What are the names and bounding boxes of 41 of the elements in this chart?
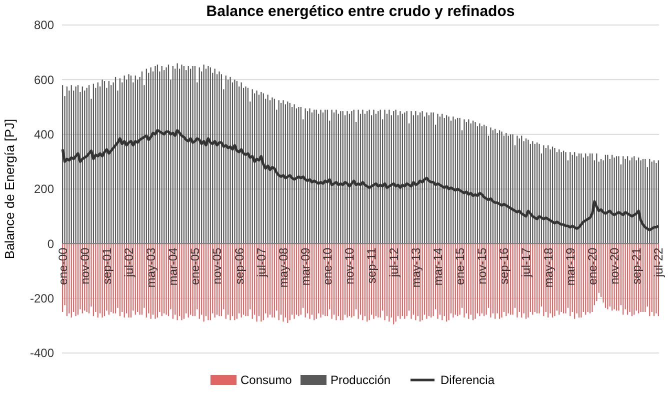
x-tick-label: jul-22 <box>652 247 666 278</box>
x-tick-label: sep-01 <box>100 247 114 284</box>
x-tick-label: jul-17 <box>519 247 534 278</box>
x-tick-label: may-03 <box>144 247 158 288</box>
y-axis-title: Balance de Energía [PJ] <box>2 118 17 260</box>
y-tick-label: -400 <box>30 346 54 360</box>
x-tick-label: sep-06 <box>232 247 246 284</box>
x-tick-label: sep-21 <box>630 247 644 284</box>
legend-label: Diferencia <box>440 373 495 387</box>
line-series <box>61 128 660 232</box>
legend-label: Consumo <box>240 373 292 387</box>
y-tick-label: -200 <box>30 292 54 306</box>
x-tick-label: ene-15 <box>453 247 468 286</box>
x-tick-label: mar-04 <box>166 247 180 286</box>
x-tick-label: sep-16 <box>497 247 512 284</box>
x-tick-label: may-13 <box>408 247 423 288</box>
x-tick-label: jul-07 <box>254 247 268 278</box>
x-tick-label: mar-09 <box>298 247 313 286</box>
x-tick-label: ene-00 <box>56 247 70 286</box>
x-tick-label: nov-00 <box>78 247 92 284</box>
x-tick-label: sep-11 <box>364 247 379 284</box>
y-tick-label: 0 <box>47 236 54 251</box>
y-tick-label: 400 <box>34 128 54 142</box>
x-tick-label: nov-20 <box>608 247 622 284</box>
x-tick-label: ene-10 <box>320 247 335 286</box>
x-tick-label: ene-20 <box>585 247 600 286</box>
x-tick-label: may-18 <box>541 247 556 288</box>
x-tick-label: nov-10 <box>342 247 357 284</box>
x-tick-label: jul-02 <box>122 247 136 278</box>
x-tick-label: ene-05 <box>188 247 202 286</box>
x-tick-label: mar-19 <box>563 247 578 286</box>
y-tick-label: 600 <box>34 72 54 87</box>
x-tick-label: mar-14 <box>430 247 445 286</box>
y-tick-label: 800 <box>34 18 54 32</box>
x-tick-label: may-08 <box>276 247 290 288</box>
x-tick-label: nov-15 <box>475 247 490 284</box>
x-tick-label: nov-05 <box>210 247 224 284</box>
chart-title: Balance energético entre crudo y refinados <box>206 3 515 20</box>
y-tick-label: 200 <box>34 182 54 196</box>
legend-label: Producción <box>330 373 391 387</box>
x-tick-label: jul-12 <box>386 247 401 278</box>
